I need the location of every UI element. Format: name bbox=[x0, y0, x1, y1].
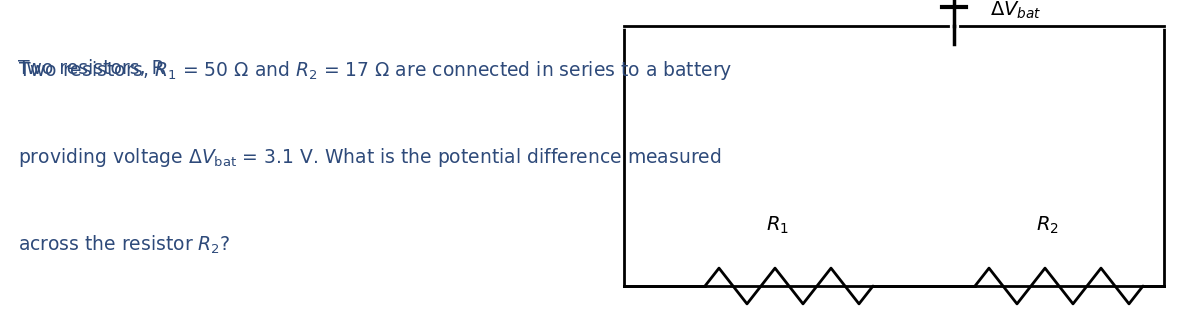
Text: $\Delta V_{bat}$: $\Delta V_{bat}$ bbox=[990, 0, 1042, 21]
Text: Two resistors, $R_1$ = 50 $\Omega$ and $R_2$ = 17 $\Omega$ are connected in seri: Two resistors, $R_1$ = 50 $\Omega$ and $… bbox=[18, 58, 732, 82]
Text: across the resistor $R_2$?: across the resistor $R_2$? bbox=[18, 234, 230, 256]
Text: providing voltage $\Delta V_{\mathregular{bat}}$ = 3.1 V. What is the potential : providing voltage $\Delta V_{\mathregula… bbox=[18, 146, 721, 169]
Text: $R_2$: $R_2$ bbox=[1036, 214, 1058, 236]
Text: Two resistors, R: Two resistors, R bbox=[18, 58, 164, 77]
Text: $R_1$: $R_1$ bbox=[766, 214, 788, 236]
